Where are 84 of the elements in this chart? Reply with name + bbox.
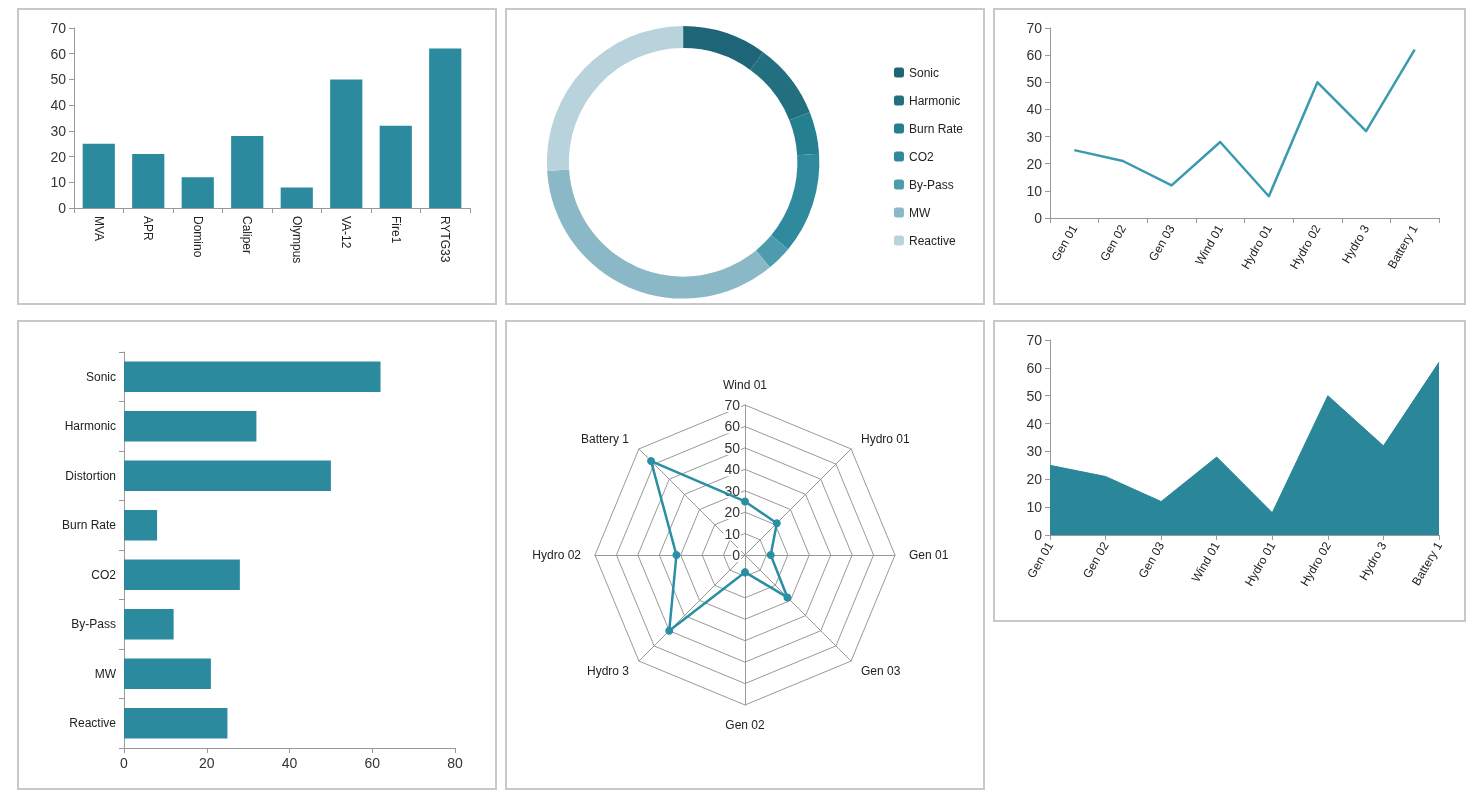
y-tick-label: 30 <box>50 122 67 139</box>
x-tick-label: APR <box>141 216 156 242</box>
y-tick-label: 50 <box>724 439 741 456</box>
y-tick-label: 50 <box>1026 387 1043 404</box>
x-tick-label: Gen 02 <box>1079 539 1112 581</box>
y-tick-label: 70 <box>1026 20 1043 36</box>
y-tick-label: 70 <box>724 397 741 413</box>
bar <box>429 48 462 208</box>
y-tick-label: 20 <box>50 148 67 165</box>
x-tick-label: Gen 03 <box>1145 222 1178 264</box>
spoke-label: Gen 03 <box>860 663 901 678</box>
bar <box>124 460 331 492</box>
y-tick-label: Harmonic <box>64 419 116 434</box>
x-tick-label: Fire1 <box>388 216 403 244</box>
y-tick-label: Reactive <box>69 716 117 731</box>
x-tick-label: 0 <box>120 755 129 771</box>
y-tick-label: 40 <box>50 97 67 114</box>
x-tick-label: VA-12 <box>339 216 354 249</box>
y-tick-label: 40 <box>1026 101 1043 118</box>
y-tick-label: 40 <box>1026 415 1043 432</box>
y-tick-label: 40 <box>724 461 741 478</box>
x-tick-label: RYTG33 <box>438 216 453 263</box>
y-tick-label: Burn Rate <box>61 518 117 533</box>
y-tick-label: 60 <box>1026 359 1043 376</box>
legend-label: Sonic <box>908 65 939 80</box>
x-tick-label: 80 <box>447 755 463 771</box>
bar <box>379 125 412 208</box>
y-tick-label: 0 <box>58 200 67 216</box>
spoke-label: Hydro 01 <box>860 432 910 447</box>
bar <box>280 187 313 208</box>
spoke-label: Battery 1 <box>581 432 630 447</box>
spoke-label: Hydro 3 <box>587 663 630 678</box>
y-tick-label: 20 <box>724 504 741 521</box>
x-tick-label: Gen 03 <box>1135 539 1168 581</box>
y-tick-label: 30 <box>1026 128 1043 145</box>
y-tick-label: CO2 <box>91 567 117 582</box>
legend-label: MW <box>908 205 931 220</box>
legend-label: Harmonic <box>908 93 961 108</box>
y-tick-label: 70 <box>1026 332 1043 348</box>
y-tick-label: 60 <box>724 418 741 435</box>
bar <box>124 410 257 442</box>
x-tick-label: Domino <box>190 216 205 258</box>
y-tick-label: Distortion <box>65 468 116 483</box>
spoke-label: Wind 01 <box>722 378 768 392</box>
y-tick-label: 20 <box>1026 471 1043 488</box>
legend-label: Reactive <box>908 233 956 248</box>
y-tick-label: By-Pass <box>71 617 116 632</box>
bar <box>124 608 174 640</box>
legend-label: CO2 <box>908 149 934 164</box>
y-tick-label: 10 <box>50 174 67 191</box>
bar <box>124 658 211 690</box>
y-tick-label: MW <box>94 666 117 681</box>
x-tick-label: Gen 01 <box>1048 222 1081 264</box>
y-tick-label: 50 <box>1026 74 1043 91</box>
y-tick-label: 10 <box>1026 182 1043 199</box>
y-tick-label: 60 <box>1026 47 1043 64</box>
x-tick-label: Olympus <box>289 216 304 264</box>
y-tick-label: 50 <box>50 71 67 88</box>
bar <box>132 154 165 208</box>
x-tick-label: 40 <box>281 755 298 771</box>
bar <box>124 361 381 393</box>
legend-label: By-Pass <box>908 177 954 192</box>
bar <box>181 177 214 208</box>
bar <box>82 143 115 208</box>
y-tick-label: 60 <box>50 45 67 62</box>
y-tick-label: 30 <box>1026 443 1043 460</box>
bar <box>231 136 264 208</box>
x-tick-label: Caliper <box>240 216 255 255</box>
y-tick-label: Sonic <box>85 369 116 384</box>
x-tick-label: 60 <box>364 755 381 771</box>
bar <box>124 707 228 739</box>
legend-label: Burn Rate <box>908 121 964 136</box>
bar <box>124 559 240 591</box>
y-tick-label: 20 <box>1026 155 1043 172</box>
y-tick-label: 10 <box>1026 499 1043 516</box>
bar <box>124 509 158 541</box>
y-tick-label: 10 <box>724 525 741 542</box>
line-series <box>1073 48 1416 198</box>
x-tick-label: Gen 02 <box>1097 222 1130 264</box>
spoke-label: Gen 02 <box>725 718 765 732</box>
bar <box>330 79 363 208</box>
y-tick-label: 70 <box>50 20 67 36</box>
x-tick-label: 20 <box>198 755 215 771</box>
x-tick-label: MVA <box>91 216 106 242</box>
